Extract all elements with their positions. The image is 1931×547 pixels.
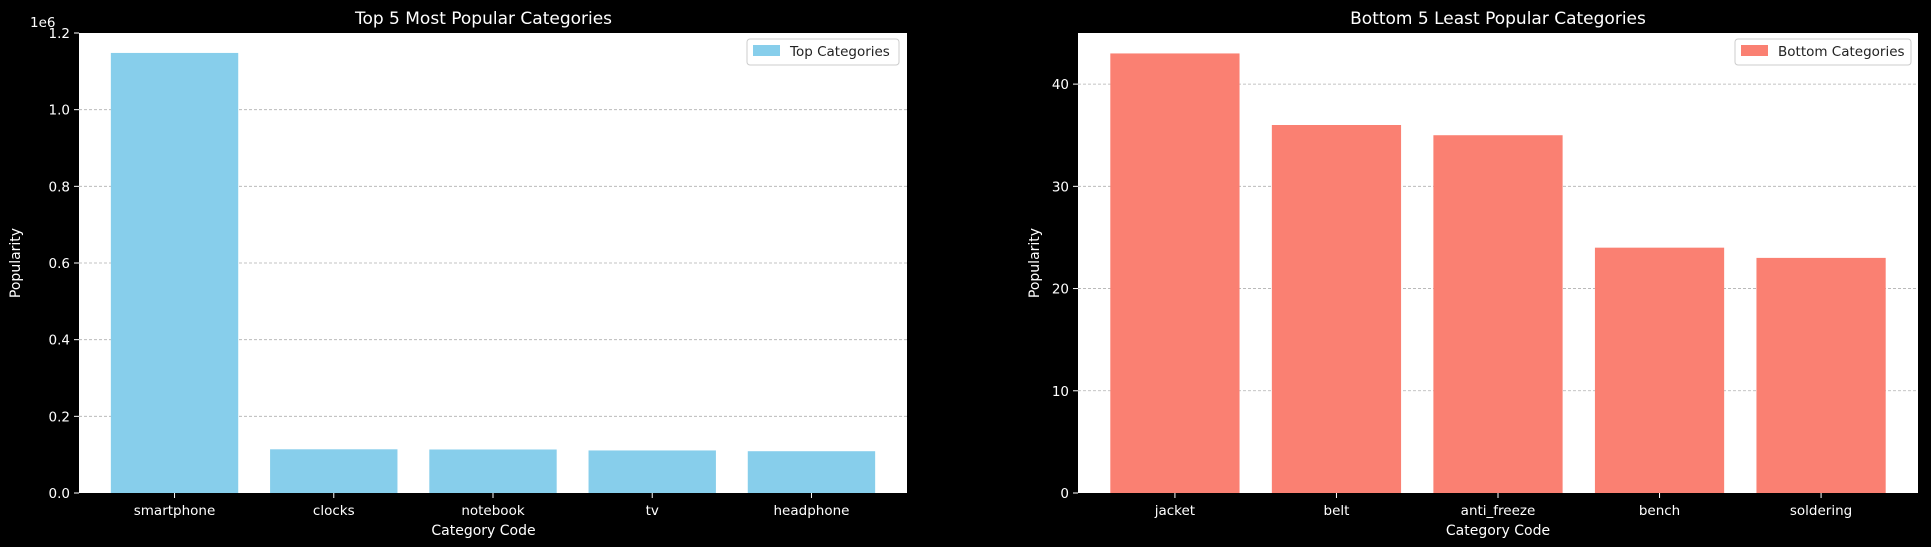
bar-clocks (270, 449, 398, 493)
x-tick-label: clocks (313, 503, 355, 519)
bottom-categories-chart: Bottom 5 Least Popular Categories 0 10 20 3… (1027, 9, 1918, 539)
x-tick-label: notebook (461, 503, 525, 519)
y-tick-label: 1.0 (49, 103, 70, 119)
x-tick-label: anti_freeze (1461, 503, 1536, 519)
y-axis-offset-text: 1e6 (30, 15, 55, 31)
y-tick-label: 0.0 (49, 486, 70, 502)
y-axis-label: Popularity (8, 228, 24, 298)
legend-label: Top Categories (789, 44, 890, 60)
y-axis-label: Popularity (1027, 228, 1043, 298)
y-tick-label: 10 (1052, 384, 1069, 400)
bars (110, 52, 876, 493)
y-axis-ticks: 0 10 20 30 40 (1052, 77, 1078, 502)
legend-swatch (1741, 45, 1768, 56)
legend-box (746, 38, 900, 66)
legend: Bottom Categories (1734, 38, 1912, 66)
bar-anti_freeze (1433, 135, 1563, 493)
y-tick-label: 30 (1052, 179, 1069, 195)
x-tick-label: belt (1324, 503, 1350, 519)
bar-headphone (747, 451, 876, 493)
x-axis-label: Category Code (431, 523, 535, 539)
x-axis-ticks: smartphone clocks notebook tv headphone (134, 493, 849, 519)
y-tick-label: 0.8 (49, 179, 70, 195)
x-axis-ticks: jacket belt anti_freeze bench soldering (1154, 493, 1852, 519)
x-tick-label: jacket (1154, 503, 1195, 519)
legend-label: Bottom Categories (1778, 44, 1905, 60)
bar-notebook (429, 449, 557, 493)
y-tick-label: 0.2 (49, 409, 70, 425)
bar-soldering (1756, 257, 1886, 493)
x-tick-label: tv (646, 503, 659, 519)
x-tick-label: soldering (1790, 503, 1852, 519)
y-tick-label: 0.4 (49, 333, 70, 349)
chart-title: Top 5 Most Popular Categories (354, 9, 612, 29)
bars (1110, 53, 1886, 493)
x-tick-label: bench (1639, 503, 1680, 519)
y-tick-label: 1.2 (49, 26, 70, 42)
y-tick-label: 0.6 (49, 256, 70, 272)
bar-bench (1594, 247, 1725, 493)
chart-title: Bottom 5 Least Popular Categories (1350, 9, 1646, 29)
legend: Top Categories (746, 38, 900, 66)
bar-belt (1271, 125, 1402, 493)
x-tick-label: smartphone (134, 503, 216, 519)
bar-tv (588, 450, 716, 493)
top-categories-chart: Top 5 Most Popular Categories 0.00.20.40… (8, 9, 907, 539)
y-tick-label: 0 (1060, 486, 1069, 502)
bar-smartphone (110, 52, 239, 493)
x-tick-label: headphone (773, 503, 849, 519)
y-axis-ticks: 0.0 0.2 0.4 0.6 0.8 1.0 1.2 (49, 26, 79, 502)
x-axis-label: Category Code (1446, 523, 1550, 539)
legend-swatch (753, 45, 780, 56)
bar-jacket (1110, 53, 1240, 493)
y-tick-label: 20 (1052, 282, 1069, 298)
y-tick-label: 40 (1052, 77, 1069, 93)
legend-box (1734, 38, 1912, 66)
